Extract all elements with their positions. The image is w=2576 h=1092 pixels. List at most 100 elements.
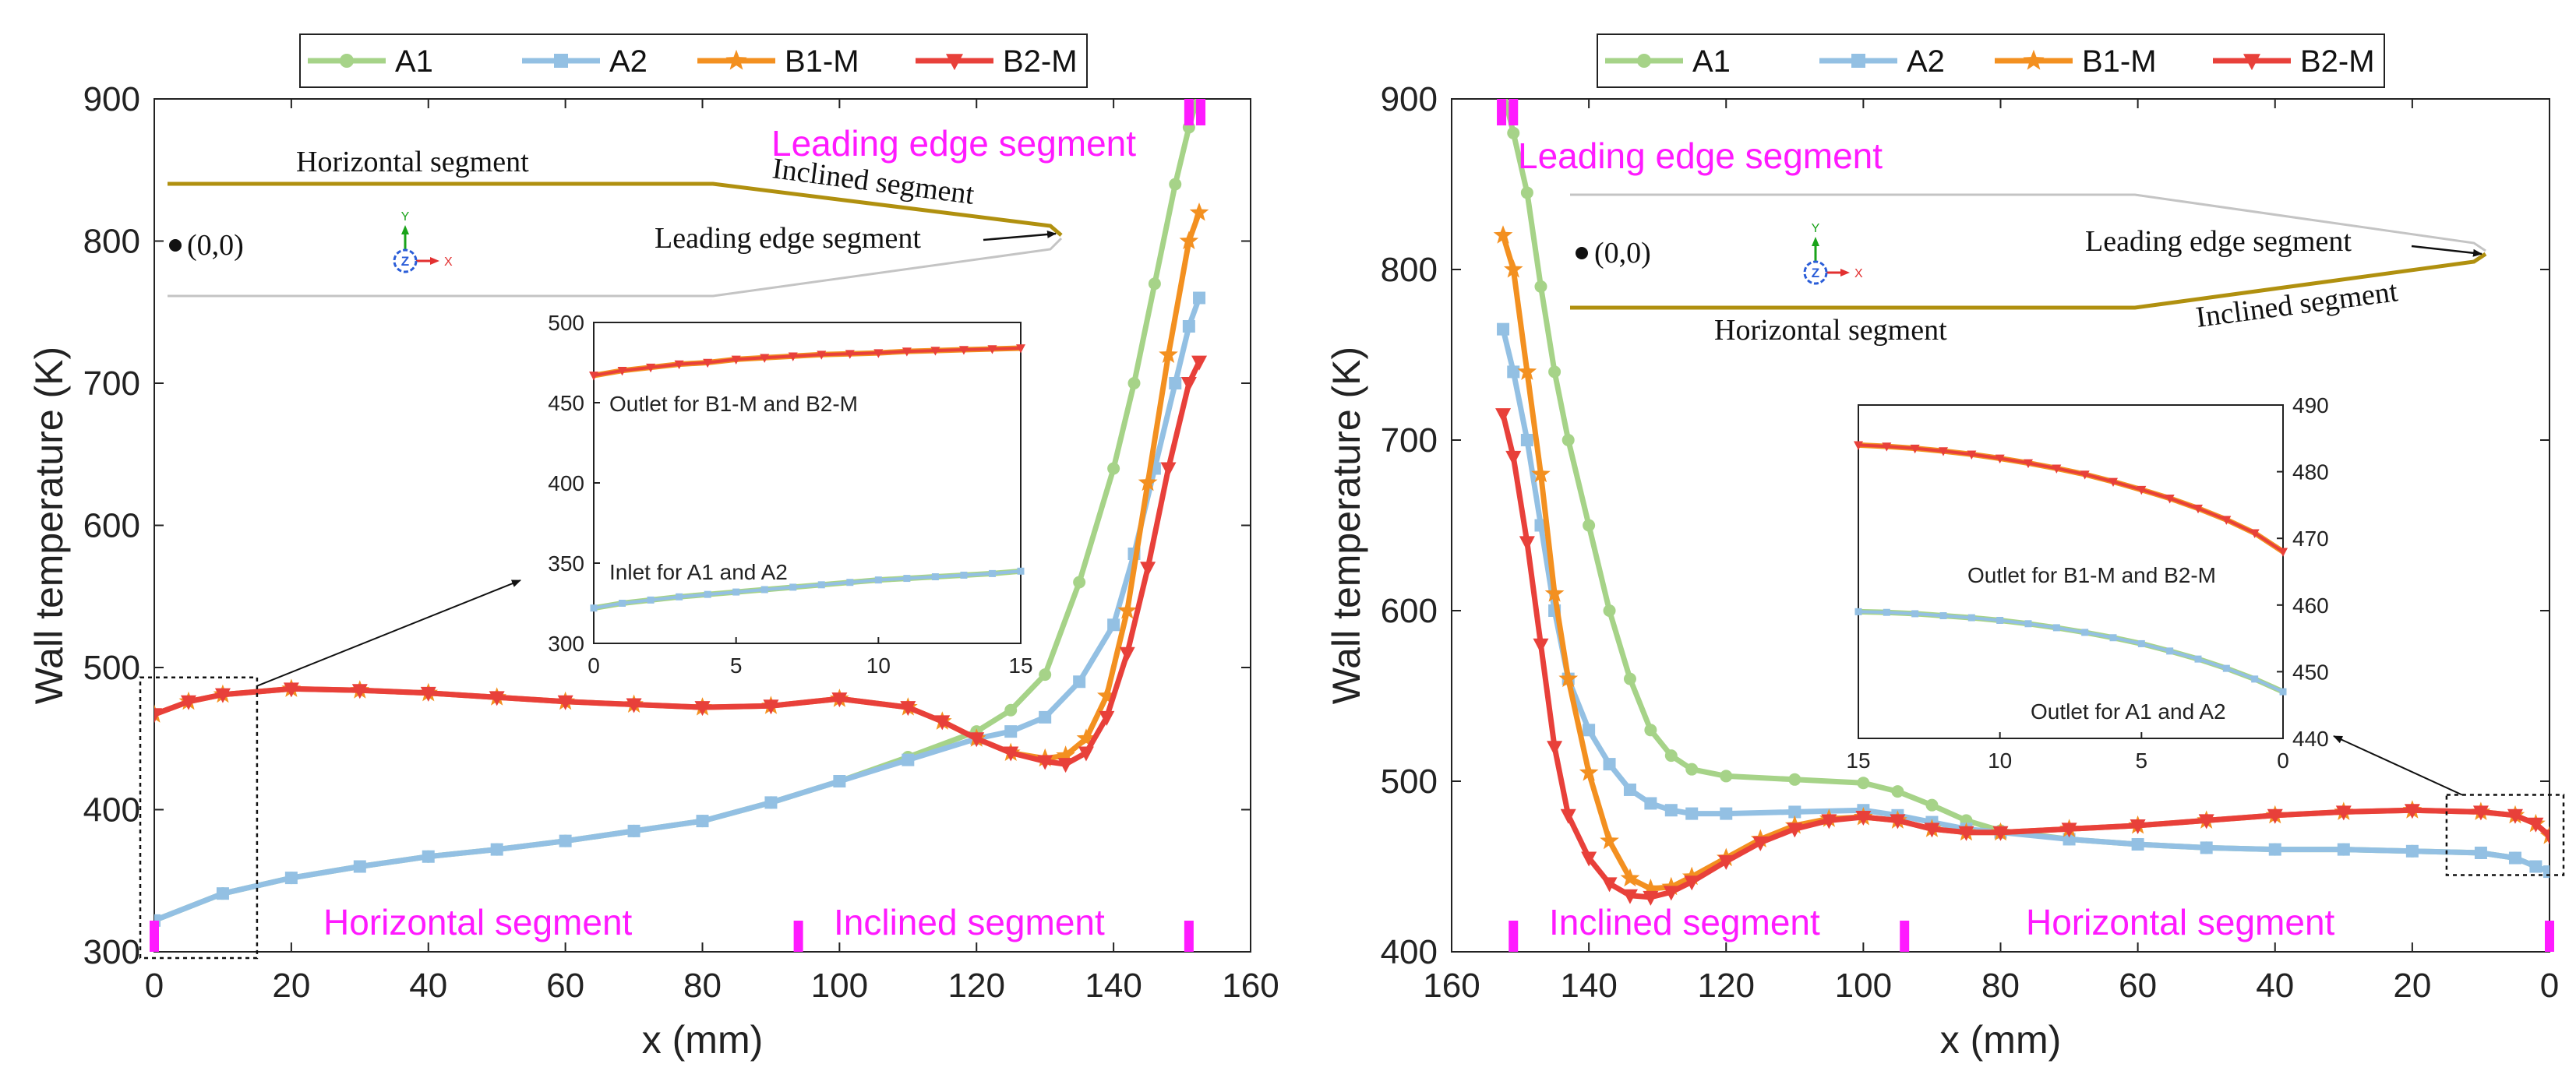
inset-point-b (2080, 470, 2090, 480)
inset-line-b2-m (1858, 443, 2285, 553)
data-point-a2 (1193, 291, 1206, 305)
inset-line-a2 (1858, 610, 2284, 693)
y-tick-label: 500 (1381, 763, 1438, 801)
data-point-a2 (2529, 860, 2542, 873)
legend-marker-b2-m (946, 54, 963, 71)
data-point-a2 (2474, 846, 2487, 859)
x-tick-label: 140 (1560, 967, 1617, 1005)
data-point-a2 (1004, 725, 1018, 738)
segment-marker (1184, 921, 1194, 952)
data-point-b2-m (1495, 408, 1512, 424)
inset-point-a (988, 569, 996, 577)
data-point-b2-m (1718, 854, 1734, 870)
inset-point-a (1911, 610, 1919, 618)
inset-point-a (2279, 688, 2287, 696)
inset-point-a (1967, 614, 1975, 622)
data-point-a1 (1193, 86, 1205, 98)
data-point-a1 (1548, 365, 1561, 379)
inset-point-b (1016, 344, 1025, 354)
segment-markers: Leading edge segment Inclined segment Hori… (1497, 99, 2554, 952)
data-point-b2-m (1191, 355, 1208, 371)
data-point-b2-m (351, 684, 368, 699)
data-point-a1 (1720, 770, 1733, 783)
data-point-b2-m (1160, 462, 1177, 477)
svg-text:Y: Y (1812, 222, 1820, 235)
data-point-b1-m (1056, 745, 1075, 764)
x-tick-label: 100 (811, 967, 868, 1005)
legend-label: B2-M (1003, 44, 1078, 79)
data-point-b2-m (1099, 710, 1115, 726)
inset-x-tick-label: 15 (1846, 749, 1870, 773)
segment-marker (150, 921, 159, 952)
x-tick-label: 0 (145, 967, 164, 1005)
inset-point-b (2193, 504, 2203, 514)
inset-point-b (987, 345, 997, 354)
data-point-b2-m (1958, 826, 1974, 841)
data-point-a1 (1039, 668, 1052, 682)
inset-point-a (2251, 675, 2259, 683)
data-point-b2-m (420, 686, 436, 702)
inset-point-a (1939, 611, 1947, 619)
inset-chart: 0 5 10 15 300 350 400 450 500 Outlet for B1-M and… (548, 311, 1032, 678)
geometry-sketch: (0,0)Horizontal segment Inclined segmentL… (1570, 193, 2487, 347)
zoom-region-box (139, 676, 259, 960)
legend-marker-b1-m (725, 49, 747, 70)
y-tick-label: 600 (1381, 592, 1438, 630)
inset-point-a (619, 600, 626, 607)
data-point-b2-m (154, 708, 162, 724)
data-point-a1 (1664, 749, 1678, 763)
data-point-b2-m (1547, 741, 1563, 756)
inset-point-b (617, 367, 627, 376)
data-point-b2-m (900, 701, 916, 717)
x-tick-label: 80 (1981, 967, 2020, 1005)
data-point-a1 (1925, 798, 1939, 812)
x-tick-label: 160 (1423, 967, 1480, 1005)
data-point-a2 (216, 887, 229, 900)
inset-point-b (1854, 441, 1863, 450)
x-tick-label: 20 (272, 967, 310, 1005)
inset-y-tick-label: 490 (2292, 393, 2329, 417)
data-point-b2-m (2061, 823, 2077, 838)
x-tick-label: 20 (2393, 967, 2431, 1005)
inset-point-a (2052, 624, 2060, 632)
x-axis-label: x (mm) (642, 1018, 764, 1062)
data-point-b1-m (1620, 868, 1640, 887)
data-point-a2 (559, 834, 572, 847)
data-point-b2-m (969, 732, 985, 748)
y-tick-label: 300 (83, 933, 140, 971)
inset-point-a (2137, 639, 2145, 647)
data-point-b1-m (1189, 203, 1209, 221)
inset-point-a (2194, 655, 2202, 663)
data-point-a1 (1534, 280, 1547, 293)
data-point-b2-m (180, 695, 196, 710)
data-point-b2-m (1992, 826, 2009, 841)
legend-label: A1 (1692, 44, 1731, 79)
inset-point-b (1882, 442, 1892, 452)
data-point-b2-m (2130, 819, 2146, 834)
inset-y-tick-label: 400 (548, 471, 584, 495)
svg-text:X: X (444, 255, 453, 269)
data-point-b2-m (1924, 823, 1940, 838)
data-point-b2-m (1140, 562, 1156, 577)
data-point-a2 (284, 872, 298, 885)
y-tick-label: 800 (83, 223, 140, 261)
origin-dot (169, 239, 182, 252)
inset-y-tick-label: 350 (548, 551, 584, 576)
data-point-b2-m (1601, 877, 1618, 893)
y-tick-label: 900 (83, 80, 140, 118)
data-point-a1 (1148, 277, 1161, 291)
inset-y-tick-label: 460 (2292, 594, 2329, 618)
data-point-a2 (2337, 843, 2350, 856)
data-point-a2 (627, 824, 640, 837)
inset-point-b (674, 360, 684, 370)
segment-label-leading: Leading edge segment (771, 123, 1136, 164)
data-point-b1-m (1076, 728, 1096, 747)
data-point-a2 (1169, 377, 1182, 389)
inset-label-bottom: Outlet for A1 and A2 (2031, 699, 2226, 724)
x-tick-label: 40 (409, 967, 447, 1005)
data-point-b2-m (2404, 804, 2420, 819)
data-point-b2-m (2507, 808, 2523, 824)
inset-point-a (760, 586, 768, 594)
